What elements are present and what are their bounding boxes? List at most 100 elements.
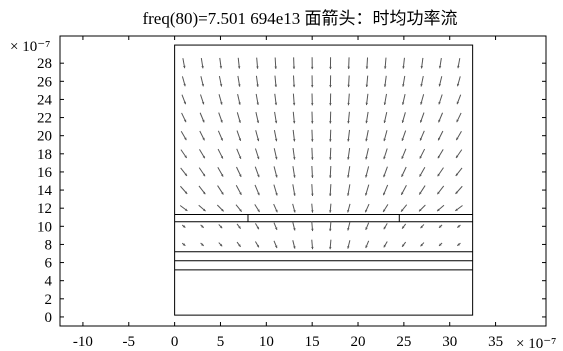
field-arrow	[436, 185, 445, 195]
field-arrow	[438, 112, 444, 123]
field-arrow	[436, 204, 445, 212]
y-tick-label: 16	[37, 165, 53, 181]
field-arrow	[419, 167, 426, 177]
field-arrow	[365, 75, 369, 88]
field-arrow	[218, 242, 223, 247]
y-tick-label: 2	[45, 292, 53, 308]
field-arrow	[311, 239, 314, 250]
field-arrow	[200, 94, 205, 105]
field-arrow	[383, 93, 387, 106]
field-arrow	[365, 129, 369, 142]
x-tick-label: 20	[351, 334, 366, 350]
field-arrow	[237, 94, 241, 105]
x-tick-label: 0	[171, 334, 179, 350]
field-arrow	[292, 111, 296, 124]
field-arrow	[383, 223, 388, 230]
field-arrow	[218, 75, 223, 87]
field-arrow	[199, 130, 205, 141]
y-tick-label: 28	[37, 56, 52, 72]
field-arrow	[273, 166, 278, 178]
field-arrow	[347, 57, 350, 70]
field-arrow	[401, 241, 407, 248]
field-arrow	[383, 130, 388, 142]
field-arrow	[311, 221, 314, 232]
field-arrow	[292, 57, 296, 70]
field-arrow	[274, 57, 277, 69]
field-arrow	[273, 129, 278, 142]
field-arrow	[437, 149, 444, 159]
field-arrow	[401, 148, 407, 160]
field-arrow	[420, 242, 425, 247]
field-arrow	[400, 204, 408, 212]
field-arrow	[311, 111, 314, 124]
field-arrow	[401, 94, 406, 105]
x-tick-label: 15	[305, 334, 320, 350]
field-arrow	[329, 111, 332, 124]
field-arrow	[456, 112, 462, 123]
x-tick-label: 5	[217, 334, 225, 350]
field-arrow	[218, 224, 223, 229]
field-arrow	[438, 76, 443, 87]
field-arrow	[347, 240, 351, 249]
x-tick-label: -5	[123, 334, 136, 350]
field-arrow	[180, 167, 188, 177]
field-arrow	[217, 185, 224, 195]
field-arrow	[292, 75, 296, 88]
field-arrow	[365, 57, 369, 69]
field-arrow	[402, 75, 406, 87]
field-arrow	[179, 205, 188, 212]
field-arrow	[180, 131, 187, 141]
field-arrow	[274, 111, 278, 124]
field-arrow	[181, 94, 187, 105]
field-arrow	[419, 112, 425, 123]
field-arrow	[200, 242, 204, 247]
field-arrow	[292, 129, 296, 142]
field-arrow	[383, 112, 388, 124]
field-arrow	[457, 242, 461, 247]
field-arrow	[200, 224, 204, 229]
field-arrow	[329, 165, 332, 178]
field-arrow	[311, 165, 314, 178]
field-arrow	[454, 205, 463, 212]
field-arrow	[255, 75, 259, 87]
field-arrow	[273, 222, 278, 231]
field-arrow	[455, 185, 463, 195]
field-arrow	[401, 112, 406, 123]
field-arrow	[273, 148, 278, 160]
field-arrow	[274, 75, 278, 88]
y-scale-label: × 10⁻⁷	[10, 39, 50, 55]
field-arrow	[181, 76, 186, 87]
field-arrow	[292, 93, 296, 106]
domain-rect	[174, 44, 474, 316]
field-arrow	[329, 57, 332, 70]
y-tick-label: 8	[45, 237, 53, 253]
field-arrow	[365, 111, 369, 124]
field-arrow	[311, 147, 314, 160]
x-tick-label: 35	[488, 334, 503, 350]
field-arrow	[292, 166, 296, 178]
field-arrow	[237, 75, 241, 87]
x-scale-label: × 10⁻⁷	[516, 336, 556, 351]
field-arrow	[218, 94, 223, 105]
field-arrow	[235, 185, 242, 196]
field-arrow	[236, 112, 241, 123]
field-arrow	[347, 93, 350, 106]
field-arrow	[217, 148, 224, 159]
field-arrow	[273, 184, 278, 196]
field-arrow	[455, 149, 463, 159]
field-arrow	[329, 221, 332, 232]
field-arrow	[419, 130, 425, 141]
y-tick-label: 20	[37, 129, 52, 145]
y-tick-label: 26	[37, 74, 53, 90]
field-arrow	[400, 185, 407, 196]
field-arrow	[217, 130, 224, 141]
field-arrow	[181, 242, 186, 247]
field-arrow	[347, 111, 350, 124]
field-arrow	[383, 241, 388, 248]
x-tick-label: 25	[396, 334, 411, 350]
field-arrow	[200, 76, 205, 87]
field-arrow	[418, 185, 426, 195]
field-arrow	[310, 57, 314, 70]
